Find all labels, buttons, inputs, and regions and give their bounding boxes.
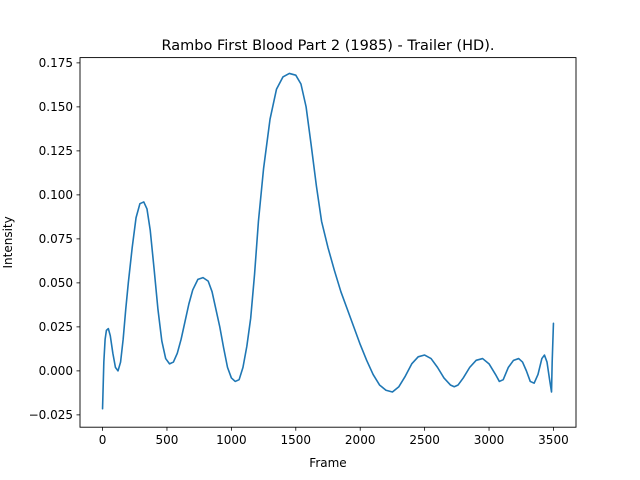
y-tick-label: 0.125 (39, 144, 73, 158)
x-axis-label: Frame (309, 456, 346, 470)
x-tick-label: 3500 (538, 433, 569, 447)
plot-frame (79, 57, 577, 428)
y-tick-label: 0.025 (39, 320, 73, 334)
series-line-0 (101, 72, 555, 410)
plot-layer (101, 72, 555, 410)
y-tick-label: 0.150 (39, 100, 73, 114)
x-tick-label: 2000 (345, 433, 376, 447)
y-axis-label: Intensity (1, 216, 15, 268)
x-tick-label: 2500 (409, 433, 440, 447)
x-tick-label: 3000 (474, 433, 505, 447)
y-tick-label: 0.000 (39, 364, 73, 378)
y-tick-label: 0.175 (39, 56, 73, 70)
y-tick-label: 0.100 (39, 188, 73, 202)
y-tick-label: 0.050 (39, 276, 73, 290)
chart-title: Rambo First Blood Part 2 (1985) - Traile… (162, 38, 495, 54)
x-axis: 0 500 1000 1500 2000 2500 3000 3500 (99, 427, 569, 447)
y-tick-label: 0.075 (39, 232, 73, 246)
y-tick-label: −0.025 (29, 408, 73, 422)
x-tick-label: 1000 (216, 433, 247, 447)
x-tick-label: 500 (156, 433, 179, 447)
x-tick-label: 1500 (281, 433, 312, 447)
y-axis: −0.025 0.000 0.025 0.050 0.075 0.100 0.125 0.15… (29, 56, 80, 422)
x-tick-label: 0 (99, 433, 107, 447)
